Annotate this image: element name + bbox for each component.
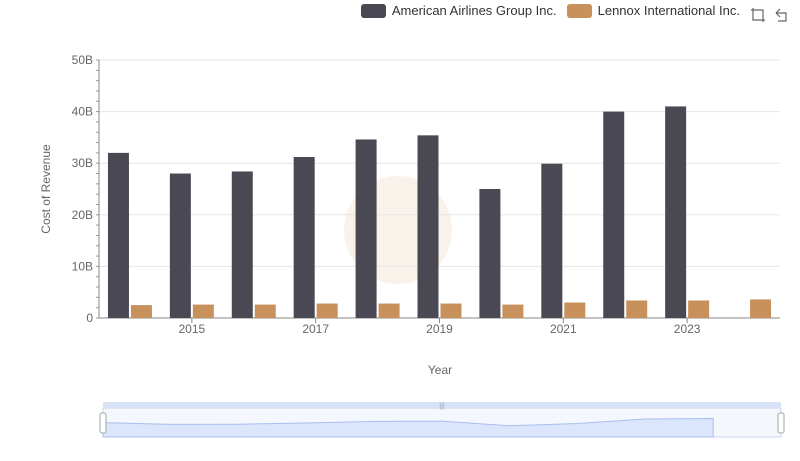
bar-lennox-2022 xyxy=(626,300,648,318)
bar-lennox-2023 xyxy=(688,300,710,318)
bar-lennox-2017 xyxy=(316,303,338,318)
bar-lennox-2024 xyxy=(750,299,772,318)
bar-lennox-2018 xyxy=(378,303,400,318)
y-tick-label: 10B xyxy=(72,259,93,273)
bar-american-airlines-2017 xyxy=(293,157,315,318)
x-axis-title: Year xyxy=(428,363,452,377)
y-axis-title: Cost of Revenue xyxy=(39,144,53,234)
legend-label-american-airlines: American Airlines Group Inc. xyxy=(391,3,557,18)
legend: American Airlines Group Inc. Lennox Inte… xyxy=(360,3,740,18)
data-zoom-handle-left[interactable] xyxy=(99,412,107,434)
data-zoom-icon[interactable] xyxy=(750,7,766,23)
data-zoom-grip: ||| xyxy=(439,403,445,410)
legend-swatch-american-airlines xyxy=(360,3,386,18)
bar-lennox-2014 xyxy=(130,305,152,318)
bar-lennox-2021 xyxy=(564,302,586,318)
bar-american-airlines-2020 xyxy=(479,189,501,318)
bar-lennox-2019 xyxy=(440,303,462,318)
data-zoom-handle-bar xyxy=(103,402,781,408)
bar-american-airlines-2021 xyxy=(541,163,563,318)
bar-american-airlines-2019 xyxy=(417,135,439,318)
data-zoom-handle-right[interactable] xyxy=(777,412,785,434)
y-tick-label: 30B xyxy=(72,156,93,170)
x-tick-label: 2021 xyxy=(550,322,577,336)
bar-lennox-2016 xyxy=(254,304,276,318)
y-tick-label: 50B xyxy=(72,53,93,67)
legend-item-american-airlines[interactable]: American Airlines Group Inc. xyxy=(360,3,557,18)
y-tick-label: 40B xyxy=(72,105,93,119)
x-tick-label: 2015 xyxy=(179,322,206,336)
data-zoom-preview xyxy=(102,418,714,438)
legend-swatch-lennox xyxy=(566,3,592,18)
x-tick-label: 2017 xyxy=(302,322,329,336)
bar-lennox-2020 xyxy=(502,304,524,318)
bar-american-airlines-2022 xyxy=(603,111,625,318)
bar-american-airlines-2023 xyxy=(665,106,687,318)
y-tick-label: 20B xyxy=(72,208,93,222)
bar-american-airlines-2018 xyxy=(355,139,377,318)
bar-american-airlines-2015 xyxy=(169,173,191,318)
x-tick-label: 2019 xyxy=(426,322,453,336)
x-tick-label: 2023 xyxy=(674,322,701,336)
y-tick-label: 0 xyxy=(86,311,93,325)
legend-label-lennox: Lennox International Inc. xyxy=(597,3,740,18)
bar-american-airlines-2014 xyxy=(107,152,129,318)
toolbox xyxy=(750,7,790,23)
bar-lennox-2015 xyxy=(192,304,214,318)
legend-item-lennox[interactable]: Lennox International Inc. xyxy=(566,3,740,18)
bar-american-airlines-2016 xyxy=(231,171,253,318)
restore-icon[interactable] xyxy=(774,7,790,23)
